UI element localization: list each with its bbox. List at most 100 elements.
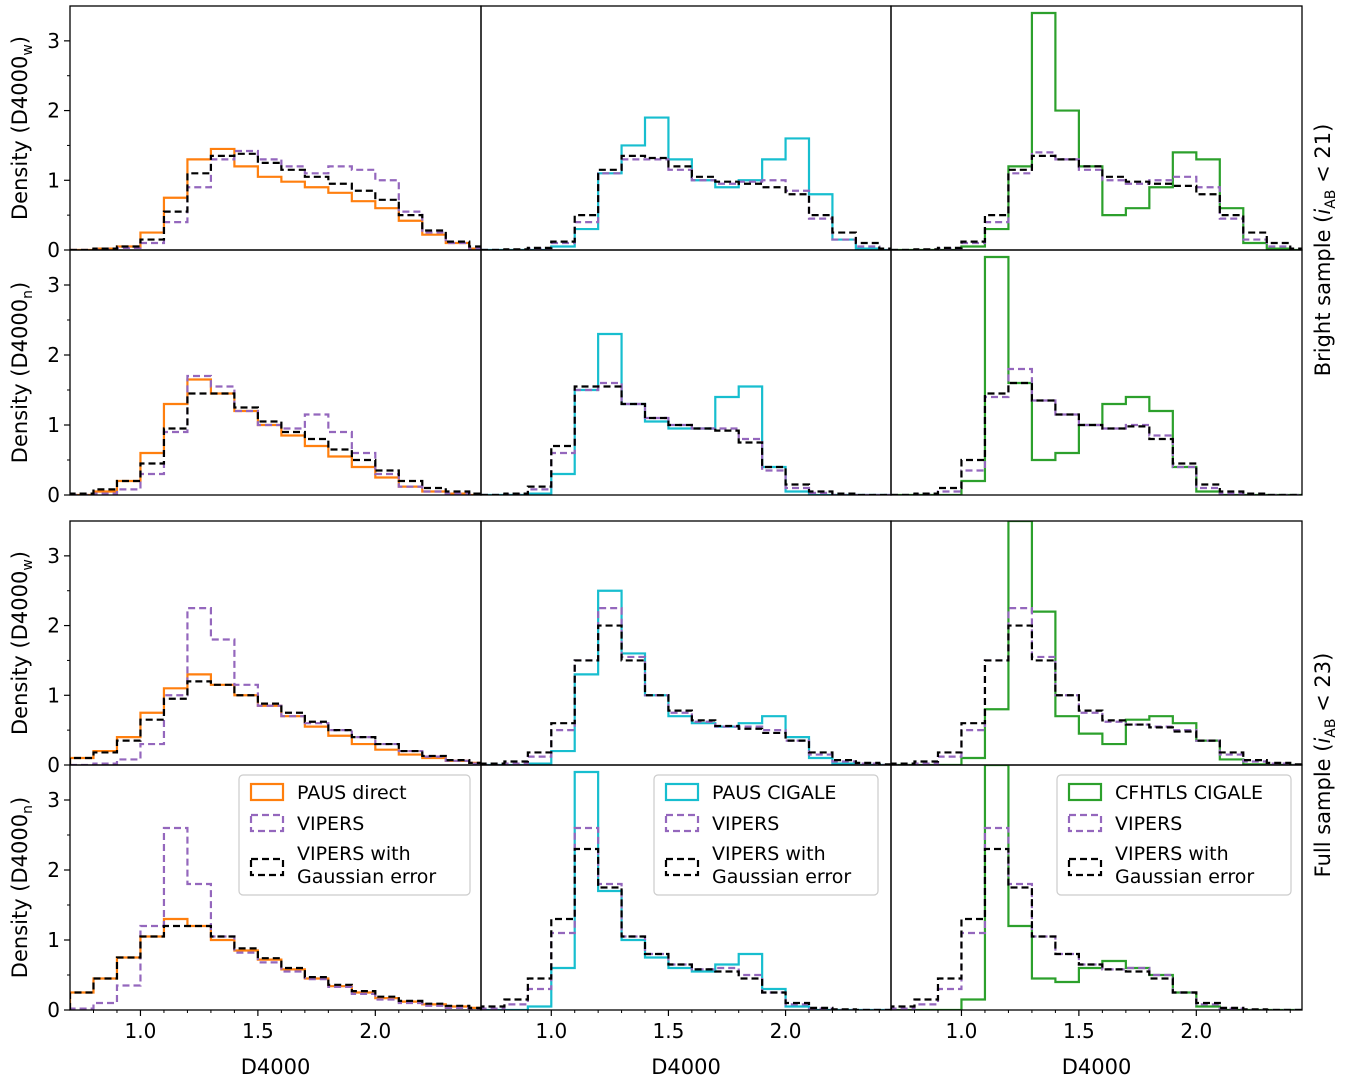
histogram-vipers-with-gaussian-error [891, 624, 1302, 765]
row-label-bright: Bright sample (iAB < 21) [1311, 124, 1339, 377]
y-tick-label: 0 [47, 998, 60, 1022]
histogram-vipers [70, 607, 481, 765]
histogram-vipers [891, 151, 1302, 250]
y-tick-label: 1 [47, 168, 60, 192]
legend-handle-vipers-gauss [249, 857, 285, 877]
histogram-vipers-with-gaussian-error [481, 624, 891, 765]
histogram-vipers-with-gaussian-error [70, 152, 481, 250]
legend-label: VIPERS [297, 813, 364, 835]
legend-handle-vipers [249, 813, 285, 833]
panel-frame [480, 520, 892, 766]
x-tick-label: 2.0 [359, 1019, 391, 1043]
histogram-paus-direct [70, 378, 481, 495]
panel-frame [890, 764, 1303, 1011]
panel-frame [69, 520, 482, 766]
y-tick-label: 2 [47, 343, 60, 367]
legend-frame [1056, 774, 1292, 896]
histogram-vipers-with-gaussian-error [891, 154, 1302, 250]
x-tick-label: 1.0 [535, 1019, 567, 1043]
panel-r2-c1 [64, 249, 482, 496]
x-tick-label: 1.5 [1063, 1019, 1095, 1043]
legend-label: VIPERS [1115, 813, 1182, 835]
legend-handle-vipers-gauss [1067, 857, 1103, 877]
legend-handle-vipers [1067, 813, 1103, 833]
legend-label: Gaussian error [297, 866, 436, 888]
y-tick-label: 3 [47, 788, 60, 812]
legend-label: PAUS CIGALE [712, 782, 836, 804]
legend-label: VIPERS with [297, 843, 411, 865]
panel-r3-c2 [480, 520, 892, 766]
panel-frame [480, 249, 892, 496]
histogram-paus-direct [70, 917, 481, 1010]
histogram-vipers [70, 149, 481, 250]
histogram-vipers [891, 367, 1302, 495]
legend-handle-vipers-gauss [664, 857, 700, 877]
y-axis-label: Density (D4000n) [8, 282, 36, 463]
legend-label: VIPERS with [712, 843, 826, 865]
histogram-paus-cigale [481, 116, 891, 250]
y-tick-label: 0 [47, 238, 60, 262]
legend-frame [238, 774, 471, 896]
row-label-full: Full sample (iAB < 23) [1311, 653, 1339, 878]
panel-r2-c2 [480, 249, 892, 496]
legend-handle-vipers [664, 813, 700, 833]
panel-r2-c3 [890, 249, 1303, 496]
histogram-paus-cigale [481, 770, 891, 1010]
y-tick-label: 2 [47, 99, 60, 123]
x-tick-label: 1.0 [125, 1019, 157, 1043]
y-tick-label: 3 [47, 29, 60, 53]
histogram-vipers-with-gaussian-error [891, 381, 1302, 495]
legend-handle-solid [664, 782, 700, 802]
panel-frame [480, 5, 892, 251]
histogram-vipers [481, 826, 891, 1010]
histogram-cfhtls-cigale [891, 255, 1302, 495]
panel-frame [69, 5, 482, 251]
histogram-vipers [481, 158, 891, 250]
panel-frame [890, 249, 1303, 496]
panels-layer [64, 5, 1303, 1016]
legend-label: VIPERS with [1115, 843, 1229, 865]
panel-frame [890, 520, 1303, 766]
histogram-paus-cigale [481, 589, 891, 765]
histogram-vipers [891, 607, 1302, 765]
legend-handle-solid [249, 782, 285, 802]
x-axis-label: D4000 [651, 1055, 721, 1079]
y-tick-label: 2 [47, 858, 60, 882]
y-tick-label: 3 [47, 544, 60, 568]
y-tick-label: 1 [47, 413, 60, 437]
legend-label: CFHTLS CIGALE [1115, 782, 1263, 804]
histogram-vipers [481, 607, 891, 765]
legend-frame [653, 774, 879, 896]
panel-r3-c1 [64, 520, 482, 766]
y-tick-label: 3 [47, 273, 60, 297]
panel-r4-c3 [890, 764, 1303, 1016]
histogram-cfhtls-cigale [891, 521, 1302, 765]
histogram-vipers-with-gaussian-error [481, 847, 891, 1010]
x-tick-label: 1.0 [946, 1019, 978, 1043]
panel-r1-c3 [890, 5, 1303, 251]
panel-r3-c3 [890, 520, 1303, 766]
x-tick-label: 1.5 [242, 1019, 274, 1043]
histogram-vipers-with-gaussian-error [481, 385, 891, 495]
x-tick-label: 1.5 [653, 1019, 685, 1043]
y-tick-label: 0 [47, 753, 60, 777]
legend-label: Gaussian error [1115, 866, 1254, 888]
histogram-paus-cigale [481, 332, 891, 495]
y-axis-label: Density (D4000w) [8, 551, 36, 735]
y-tick-label: 1 [47, 683, 60, 707]
x-tick-label: 2.0 [1180, 1019, 1212, 1043]
panel-frame [69, 249, 482, 496]
legend-handle-solid [1067, 782, 1103, 802]
histogram-vipers-with-gaussian-error [70, 392, 481, 495]
panel-frame [890, 5, 1303, 251]
histogram-paus-direct [70, 147, 481, 250]
legend-label: VIPERS [712, 813, 779, 835]
x-axis-label: D4000 [1062, 1055, 1132, 1079]
legend-label: PAUS direct [297, 782, 407, 804]
histogram-cfhtls-cigale [891, 11, 1302, 250]
y-tick-label: 0 [47, 483, 60, 507]
